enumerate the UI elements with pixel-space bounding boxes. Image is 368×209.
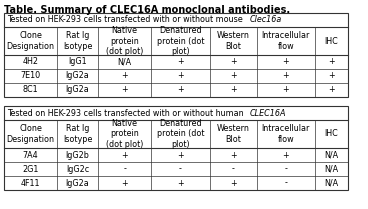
- Text: Clec16a: Clec16a: [250, 15, 282, 24]
- Text: Table. Summary of CLEC16A monoclonal antibodies.: Table. Summary of CLEC16A monoclonal ant…: [4, 5, 290, 15]
- Text: IgG2b: IgG2b: [66, 150, 89, 159]
- Text: +: +: [121, 85, 128, 94]
- Text: 8C1: 8C1: [23, 85, 38, 94]
- Text: N/A: N/A: [117, 57, 132, 66]
- Text: Western
Blot: Western Blot: [217, 124, 250, 144]
- Text: IgG2a: IgG2a: [66, 178, 89, 187]
- Text: +: +: [121, 150, 128, 159]
- Text: Rat Ig
Isotype: Rat Ig Isotype: [63, 124, 92, 144]
- Text: +: +: [177, 71, 184, 80]
- Text: -: -: [179, 164, 182, 173]
- Text: IHC: IHC: [325, 37, 339, 46]
- Text: Denatured
protein (dot
plot): Denatured protein (dot plot): [157, 26, 204, 56]
- Text: +: +: [328, 85, 335, 94]
- Text: +: +: [283, 57, 289, 66]
- Text: +: +: [121, 71, 128, 80]
- Text: CLEC16A: CLEC16A: [250, 108, 286, 117]
- Text: Intracellular
flow: Intracellular flow: [262, 124, 310, 144]
- Text: Western
Blot: Western Blot: [217, 31, 250, 51]
- Text: Denatured
protein (dot
plot): Denatured protein (dot plot): [157, 119, 204, 149]
- Text: IHC: IHC: [325, 130, 339, 139]
- Text: N/A: N/A: [325, 178, 339, 187]
- Text: +: +: [177, 85, 184, 94]
- Text: +: +: [283, 71, 289, 80]
- Text: -: -: [284, 178, 287, 187]
- Text: IgG1: IgG1: [68, 57, 87, 66]
- Text: +: +: [177, 178, 184, 187]
- Text: 7E10: 7E10: [21, 71, 41, 80]
- Text: 4H2: 4H2: [23, 57, 39, 66]
- Text: Rat Ig
Isotype: Rat Ig Isotype: [63, 31, 92, 51]
- Text: Clone
Designation: Clone Designation: [7, 31, 54, 51]
- Text: 7A4: 7A4: [23, 150, 38, 159]
- Text: IgG2a: IgG2a: [66, 71, 89, 80]
- Text: Tested on HEK-293 cells transfected with or without mouse: Tested on HEK-293 cells transfected with…: [7, 15, 245, 24]
- Text: N/A: N/A: [325, 150, 339, 159]
- Text: +: +: [121, 178, 128, 187]
- Text: +: +: [230, 71, 237, 80]
- Text: +: +: [230, 150, 237, 159]
- Text: -: -: [232, 164, 234, 173]
- Text: +: +: [230, 85, 237, 94]
- Text: +: +: [283, 85, 289, 94]
- Text: +: +: [328, 57, 335, 66]
- Text: IgG2a: IgG2a: [66, 85, 89, 94]
- Bar: [4, 106, 348, 190]
- Text: Tested on HEK-293 cells transfected with or without human: Tested on HEK-293 cells transfected with…: [7, 108, 246, 117]
- Text: 2G1: 2G1: [22, 164, 39, 173]
- Text: +: +: [230, 57, 237, 66]
- Text: +: +: [177, 57, 184, 66]
- Text: N/A: N/A: [325, 164, 339, 173]
- Text: Intracellular
flow: Intracellular flow: [262, 31, 310, 51]
- Text: Native
protein
(dot plot): Native protein (dot plot): [106, 26, 143, 56]
- Text: -: -: [123, 164, 126, 173]
- Text: +: +: [177, 150, 184, 159]
- Text: 4F11: 4F11: [21, 178, 40, 187]
- Text: IgG2c: IgG2c: [66, 164, 89, 173]
- Text: -: -: [284, 164, 287, 173]
- Text: Clone
Designation: Clone Designation: [7, 124, 54, 144]
- Text: +: +: [230, 178, 237, 187]
- Bar: [4, 13, 348, 97]
- Text: +: +: [283, 150, 289, 159]
- Text: +: +: [328, 71, 335, 80]
- Text: Native
protein
(dot plot): Native protein (dot plot): [106, 119, 143, 149]
